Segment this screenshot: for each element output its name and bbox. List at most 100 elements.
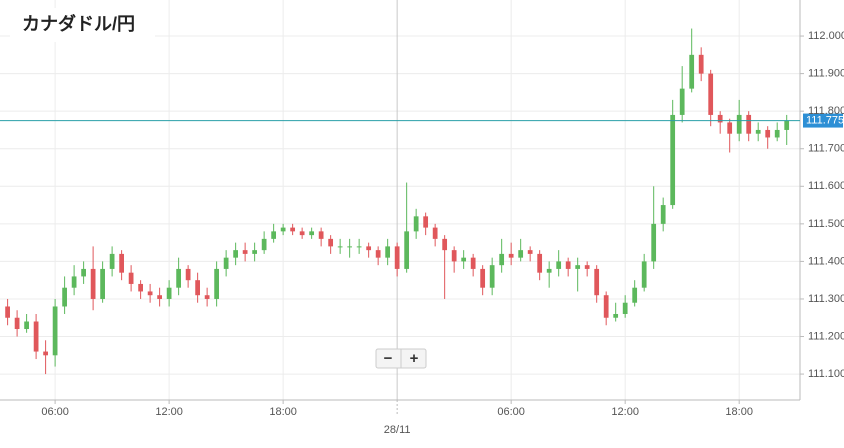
candle-body bbox=[556, 261, 562, 269]
candle-body bbox=[71, 276, 77, 288]
candle-body bbox=[62, 287, 67, 307]
candle-body bbox=[404, 231, 410, 269]
candle-body bbox=[651, 223, 657, 262]
candle-body bbox=[195, 280, 200, 296]
candle-body bbox=[33, 321, 39, 352]
candle-body bbox=[670, 114, 676, 206]
candle-body bbox=[128, 272, 134, 284]
candle-body bbox=[508, 253, 514, 258]
candle-body bbox=[527, 250, 533, 254]
candle-body bbox=[499, 253, 505, 266]
candle-body bbox=[337, 246, 343, 248]
candle-body bbox=[423, 216, 429, 228]
candle-body bbox=[271, 231, 277, 239]
y-tick-label: 112.000 bbox=[808, 30, 844, 42]
candle-body bbox=[622, 302, 628, 314]
candle-body bbox=[157, 295, 162, 299]
candle-body bbox=[385, 246, 391, 258]
candle-body bbox=[309, 231, 315, 236]
y-tick-label: 111.800 bbox=[808, 105, 844, 117]
candle-body bbox=[299, 231, 305, 236]
candle-body bbox=[119, 253, 124, 273]
zoom-controls: − + bbox=[375, 348, 427, 369]
candle-body bbox=[356, 246, 362, 248]
candle-body bbox=[252, 250, 258, 254]
candle-body bbox=[660, 205, 666, 224]
candle-body bbox=[138, 283, 143, 292]
candle-body bbox=[166, 287, 172, 299]
candles bbox=[5, 28, 790, 375]
x-tick-label: 12:00 bbox=[611, 406, 639, 418]
candle-body bbox=[546, 268, 552, 273]
candle-body bbox=[242, 250, 248, 254]
candle-body bbox=[375, 250, 381, 258]
candle-body bbox=[214, 268, 220, 299]
y-tick-label: 111.100 bbox=[808, 368, 844, 380]
candle-body bbox=[432, 227, 438, 239]
candle-body bbox=[366, 246, 372, 251]
candle-body bbox=[774, 129, 780, 138]
x-tick-label: 06:00 bbox=[497, 406, 525, 418]
candle-body bbox=[261, 238, 267, 251]
candle-body bbox=[5, 306, 10, 318]
candle-body bbox=[233, 250, 239, 258]
candle-body bbox=[717, 114, 723, 123]
x-tick-label: 12:00 bbox=[155, 406, 183, 418]
x-tick-label: 06:00 bbox=[41, 406, 69, 418]
candle-body bbox=[14, 317, 20, 330]
candle-body bbox=[537, 253, 543, 273]
overlay: 111.775 bbox=[0, 113, 844, 128]
y-tick-label: 111.700 bbox=[808, 143, 844, 155]
candle-body bbox=[413, 216, 419, 232]
candle-body bbox=[328, 238, 334, 247]
candle-body bbox=[176, 268, 181, 288]
candle-body bbox=[90, 268, 96, 299]
candle-body bbox=[632, 287, 638, 303]
candle-body bbox=[451, 250, 457, 262]
x-tick-label: 18:00 bbox=[725, 406, 753, 418]
chart-title: カナダドル/円 bbox=[22, 13, 135, 34]
candle-body bbox=[613, 313, 619, 318]
y-tick-label: 111.500 bbox=[808, 218, 844, 230]
candle-body bbox=[679, 88, 685, 115]
title-box bbox=[10, 8, 155, 42]
candle-body bbox=[223, 257, 229, 269]
candle-body bbox=[603, 295, 609, 318]
candle-body bbox=[185, 268, 191, 281]
candle-body bbox=[575, 265, 581, 269]
candle-body bbox=[280, 227, 286, 232]
last-price-label: 111.775 bbox=[806, 114, 844, 126]
y-tick-label: 111.200 bbox=[808, 330, 844, 342]
candle-body bbox=[698, 54, 704, 74]
candle-body bbox=[394, 246, 400, 269]
candle-body bbox=[689, 54, 695, 89]
candle-body bbox=[100, 268, 105, 299]
candle-body bbox=[765, 129, 771, 138]
candle-body bbox=[518, 250, 524, 258]
candle-body bbox=[442, 238, 448, 251]
candle-body bbox=[736, 114, 742, 134]
zoom-out-button[interactable]: − bbox=[384, 350, 393, 367]
candle-body bbox=[290, 227, 296, 232]
last-price-box bbox=[803, 113, 843, 128]
y-tick-label: 111.600 bbox=[808, 180, 844, 192]
candle-body bbox=[24, 321, 29, 330]
candle-body bbox=[584, 265, 590, 269]
zoom-in-button[interactable]: + bbox=[410, 350, 419, 367]
candle-body bbox=[470, 257, 476, 269]
y-tick-label: 111.400 bbox=[808, 255, 844, 267]
candle-body bbox=[746, 114, 752, 134]
candle-body bbox=[565, 261, 571, 269]
candle-body bbox=[43, 351, 48, 356]
candle-body bbox=[52, 306, 58, 356]
y-tick-label: 111.300 bbox=[808, 293, 844, 305]
candle-body bbox=[641, 261, 647, 288]
candle-body bbox=[594, 268, 600, 296]
candle-body bbox=[461, 257, 467, 262]
x-tick-label: 18:00 bbox=[269, 406, 297, 418]
candle-body bbox=[784, 120, 790, 130]
candle-body bbox=[81, 268, 86, 277]
candle-body bbox=[347, 246, 353, 248]
